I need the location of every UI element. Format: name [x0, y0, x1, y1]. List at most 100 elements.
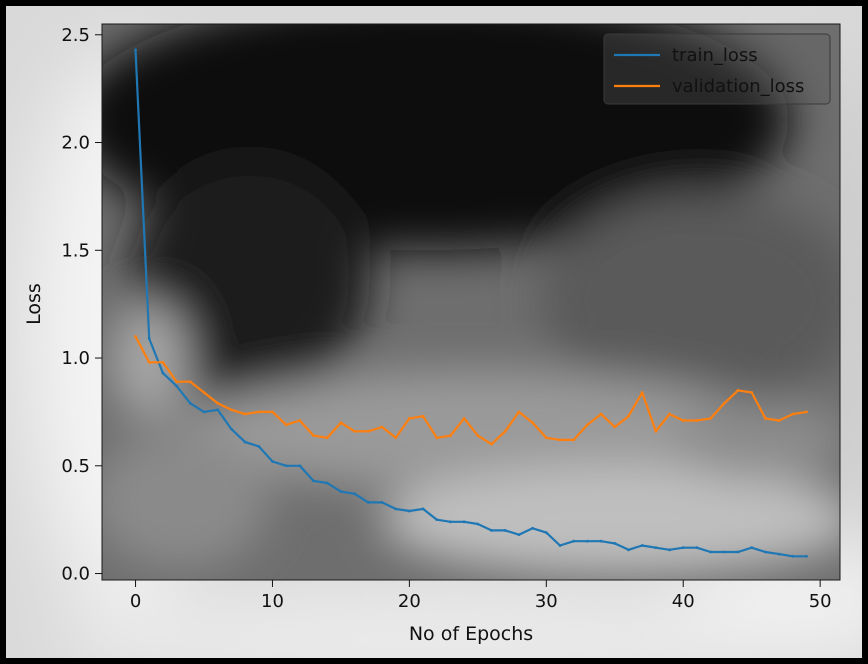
data-point-validation-loss [777, 419, 781, 422]
legend-label-validation-loss: validation_loss [672, 76, 804, 97]
data-point-validation-loss [599, 412, 603, 416]
data-point-train-loss [668, 548, 671, 552]
data-point-train-loss [627, 548, 630, 552]
data-point-train-loss [271, 460, 274, 463]
data-point-validation-loss [284, 423, 288, 427]
data-point-train-loss [161, 371, 165, 375]
data-point-validation-loss [421, 414, 425, 418]
data-point-train-loss [394, 507, 398, 511]
x-axis: 0 10 20 30 40 50 [130, 580, 832, 612]
data-point-train-loss [709, 550, 713, 554]
data-point-validation-loss [640, 391, 644, 394]
data-point-validation-loss [298, 419, 302, 422]
plot-frame [101, 23, 841, 581]
data-point-train-loss [695, 546, 699, 550]
data-point-validation-loss [202, 391, 206, 394]
data-point-validation-loss [339, 421, 343, 425]
data-point-validation-loss [353, 429, 357, 433]
data-point-validation-loss [243, 412, 247, 416]
data-point-validation-loss [161, 360, 165, 364]
data-point-train-loss [339, 490, 343, 494]
data-point-validation-loss [531, 421, 535, 425]
x-tick-label: 40 [672, 591, 695, 612]
data-point-train-loss [777, 552, 781, 556]
data-point-train-loss [640, 544, 644, 547]
data-point-train-loss [243, 440, 247, 444]
y-tick-label: 2.0 [61, 133, 90, 154]
data-point-train-loss [257, 444, 261, 448]
data-point-train-loss [585, 539, 589, 543]
data-point-validation-loss [627, 414, 630, 418]
data-point-validation-loss [681, 419, 685, 422]
data-point-train-loss [599, 539, 603, 543]
data-point-validation-loss [544, 436, 548, 440]
data-point-train-loss [407, 509, 411, 513]
x-tick-label: 30 [535, 591, 558, 612]
y-axis-label: Loss [23, 283, 45, 325]
data-point-train-loss [763, 550, 767, 554]
data-point-train-loss [134, 48, 137, 52]
y-tick-label: 1.0 [61, 348, 90, 369]
data-point-train-loss [229, 427, 233, 431]
data-point-validation-loss [722, 401, 726, 405]
data-point-train-loss [791, 554, 795, 558]
data-point-train-loss [736, 550, 740, 554]
data-point-train-loss [750, 546, 754, 550]
data-point-validation-loss [654, 429, 658, 433]
data-point-train-loss [284, 464, 288, 468]
data-point-validation-loss [449, 434, 452, 438]
legend-label-train-loss: train_loss [672, 45, 758, 66]
data-point-train-loss [449, 520, 452, 524]
data-point-validation-loss [750, 391, 754, 394]
data-point-train-loss [380, 501, 384, 504]
data-point-validation-loss [572, 438, 576, 442]
data-point-validation-loss [312, 434, 315, 438]
y-tick-label: 2.5 [61, 25, 90, 46]
data-point-train-loss [531, 526, 535, 530]
data-point-validation-loss [188, 380, 192, 384]
data-point-validation-loss [805, 410, 808, 414]
legend: train_loss validation_loss [603, 33, 831, 105]
data-point-train-loss [312, 479, 315, 483]
y-axis: 0.0 0.5 1.0 1.5 2.0 2.5 [61, 25, 102, 585]
data-point-train-loss [175, 384, 179, 388]
data-point-validation-loss [271, 410, 274, 414]
data-point-validation-loss [585, 423, 589, 427]
data-point-train-loss [298, 464, 302, 468]
data-point-validation-loss [763, 416, 767, 420]
series-layer [134, 48, 808, 558]
data-point-train-loss [435, 518, 439, 522]
data-point-validation-loss [380, 425, 384, 429]
data-point-validation-loss [709, 416, 713, 420]
data-point-train-loss [353, 492, 357, 496]
data-point-train-loss [366, 501, 370, 504]
data-point-train-loss [216, 408, 220, 412]
data-point-validation-loss [791, 412, 795, 416]
x-tick-label: 10 [261, 591, 284, 612]
data-point-train-loss [654, 546, 658, 550]
data-point-validation-loss [147, 360, 151, 364]
data-point-train-loss [558, 544, 562, 547]
data-point-validation-loss [736, 388, 740, 392]
data-point-train-loss [805, 554, 808, 558]
data-point-validation-loss [668, 412, 671, 416]
y-tick-label: 1.5 [61, 240, 90, 261]
data-point-validation-loss [175, 380, 179, 384]
data-point-validation-loss [325, 436, 329, 440]
data-point-train-loss [503, 529, 507, 532]
x-tick-label: 20 [398, 591, 421, 612]
data-point-validation-loss [613, 425, 617, 429]
data-point-train-loss [517, 533, 521, 537]
data-point-validation-loss [407, 416, 411, 420]
data-point-train-loss [325, 481, 329, 485]
y-tick-label: 0.5 [61, 456, 90, 477]
data-point-validation-loss [558, 438, 562, 442]
data-point-train-loss [202, 410, 206, 414]
data-point-train-loss [572, 539, 576, 543]
data-point-validation-loss [366, 429, 370, 433]
data-point-validation-loss [229, 408, 233, 412]
x-tick-label: 0 [130, 591, 141, 612]
data-point-validation-loss [517, 410, 521, 414]
y-tick-label: 0.0 [61, 564, 90, 585]
